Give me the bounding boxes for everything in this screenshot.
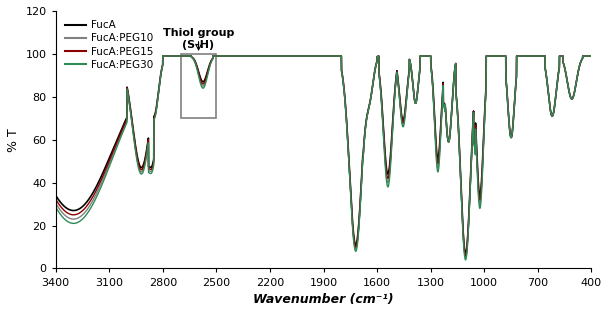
FucA:PEG10 <box>578 59 585 62</box>
FucA:PEG10 <box>520 54 527 58</box>
FucA:PEG30 <box>462 258 469 262</box>
FucA:PEG10 <box>258 54 265 58</box>
Text: Thiol group
(S-H): Thiol group (S-H) <box>163 28 234 50</box>
FucA <box>588 54 595 58</box>
Legend: FucA, FucA:PEG10, FucA:PEG15, FucA:PEG30: FucA, FucA:PEG10, FucA:PEG15, FucA:PEG30 <box>61 16 158 74</box>
FucA <box>578 59 585 62</box>
FucA <box>462 252 469 255</box>
FucA:PEG15 <box>578 59 585 62</box>
Line: FucA:PEG15: FucA:PEG15 <box>55 56 591 256</box>
FucA:PEG10 <box>462 256 469 259</box>
FucA:PEG10 <box>113 143 121 147</box>
FucA:PEG15 <box>113 141 121 145</box>
FucA:PEG10 <box>52 201 59 205</box>
FucA:PEG10 <box>588 54 595 58</box>
FucA:PEG15 <box>159 54 166 58</box>
FucA:PEG15 <box>258 54 265 58</box>
FucA <box>52 193 59 197</box>
Line: FucA:PEG10: FucA:PEG10 <box>55 56 591 258</box>
FucA:PEG10 <box>145 169 152 172</box>
FucA:PEG30 <box>145 171 152 174</box>
FucA:PEG30 <box>520 54 527 58</box>
FucA:PEG30 <box>113 146 121 149</box>
FucA:PEG10 <box>159 54 166 58</box>
Line: FucA: FucA <box>55 56 591 254</box>
FucA <box>113 138 121 142</box>
FucA:PEG30 <box>258 54 265 58</box>
FucA:PEG15 <box>281 54 288 58</box>
Y-axis label: % T: % T <box>7 128 20 151</box>
FucA <box>258 54 265 58</box>
FucA <box>520 54 527 58</box>
FucA:PEG30 <box>159 54 166 58</box>
FucA:PEG15 <box>588 54 595 58</box>
FucA <box>281 54 288 58</box>
FucA:PEG15 <box>145 167 152 170</box>
FucA:PEG15 <box>520 54 527 58</box>
Line: FucA:PEG30: FucA:PEG30 <box>55 56 591 260</box>
FucA:PEG30 <box>281 54 288 58</box>
X-axis label: Wavenumber (cm⁻¹): Wavenumber (cm⁻¹) <box>253 293 394 306</box>
FucA <box>145 164 152 168</box>
FucA:PEG10 <box>281 54 288 58</box>
FucA:PEG30 <box>588 54 595 58</box>
FucA:PEG15 <box>462 254 469 258</box>
FucA <box>159 54 166 58</box>
FucA:PEG30 <box>52 205 59 209</box>
FucA:PEG30 <box>578 59 585 62</box>
FucA:PEG15 <box>52 198 59 201</box>
